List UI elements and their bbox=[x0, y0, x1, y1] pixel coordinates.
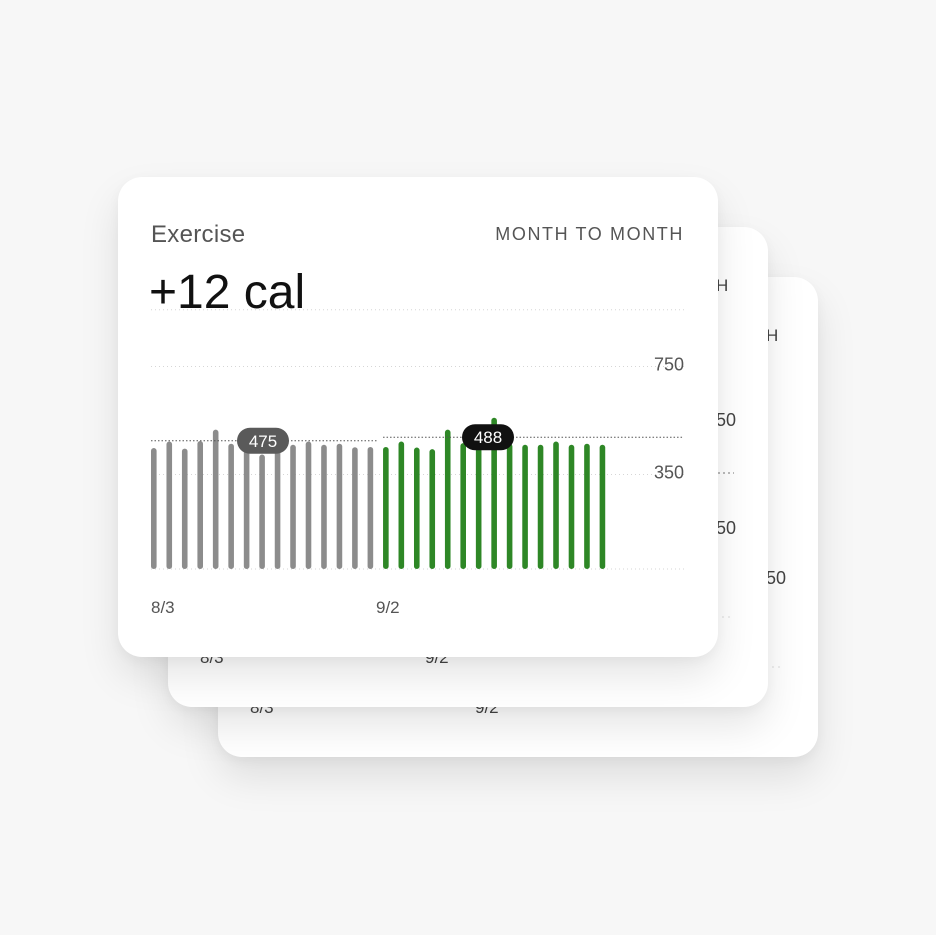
bar-current-period bbox=[506, 443, 513, 569]
x-tick-label: 9/2 bbox=[376, 598, 400, 617]
bar-previous-period bbox=[151, 448, 157, 569]
exercise-bar-chart: 350 750 475 488 8/3 9/2 bbox=[151, 309, 684, 617]
bar-current-period bbox=[398, 441, 405, 569]
bar-previous-period bbox=[367, 446, 374, 569]
y-tick-label: 750 bbox=[654, 355, 684, 375]
bar-previous-period bbox=[197, 441, 204, 569]
exercise-card[interactable]: Exercise MONTH TO MONTH +12 cal 350 750 47… bbox=[118, 177, 718, 657]
x-tick-label: 8/3 bbox=[151, 598, 175, 617]
bar-current-period bbox=[537, 444, 544, 569]
bar-previous-period bbox=[212, 429, 219, 569]
bar-previous-period bbox=[243, 446, 250, 569]
average-badge bbox=[237, 427, 289, 454]
bar-current-period bbox=[584, 443, 590, 569]
average-badge-label: 475 bbox=[249, 432, 277, 451]
bar-current-period bbox=[491, 417, 497, 569]
bar-current-period bbox=[568, 444, 575, 569]
background-card-1-tick: 50 bbox=[716, 410, 736, 430]
bar-previous-period bbox=[305, 441, 312, 569]
bar-current-period bbox=[444, 429, 451, 569]
bar-previous-period bbox=[228, 443, 234, 569]
background-card-1-tick: 50 bbox=[716, 518, 736, 538]
bar-current-period bbox=[460, 443, 466, 569]
bar-current-period bbox=[475, 442, 482, 569]
bar-previous-period bbox=[181, 448, 188, 569]
background-card-1-period: H bbox=[716, 276, 728, 295]
bar-current-period bbox=[522, 444, 528, 569]
bar-previous-period bbox=[274, 442, 281, 569]
bar-current-period bbox=[413, 447, 420, 569]
y-tick-label: 350 bbox=[654, 463, 684, 483]
card-title: Exercise bbox=[151, 221, 246, 248]
bar-current-period bbox=[553, 441, 559, 569]
bar-current-period bbox=[429, 449, 436, 569]
bar-current-period bbox=[383, 446, 389, 569]
background-card-2-tick: 50 bbox=[766, 568, 786, 588]
average-badge-label: 488 bbox=[474, 428, 502, 447]
bar-previous-period bbox=[336, 443, 343, 569]
bar-previous-period bbox=[321, 444, 327, 569]
period-label[interactable]: MONTH TO MONTH bbox=[495, 224, 684, 244]
bar-previous-period bbox=[166, 441, 173, 569]
bar-previous-period bbox=[352, 447, 358, 569]
bar-previous-period bbox=[290, 444, 296, 569]
average-badge bbox=[462, 424, 514, 451]
background-card-2-period: H bbox=[766, 326, 778, 345]
bar-current-period bbox=[599, 444, 606, 569]
bar-previous-period bbox=[259, 454, 265, 569]
